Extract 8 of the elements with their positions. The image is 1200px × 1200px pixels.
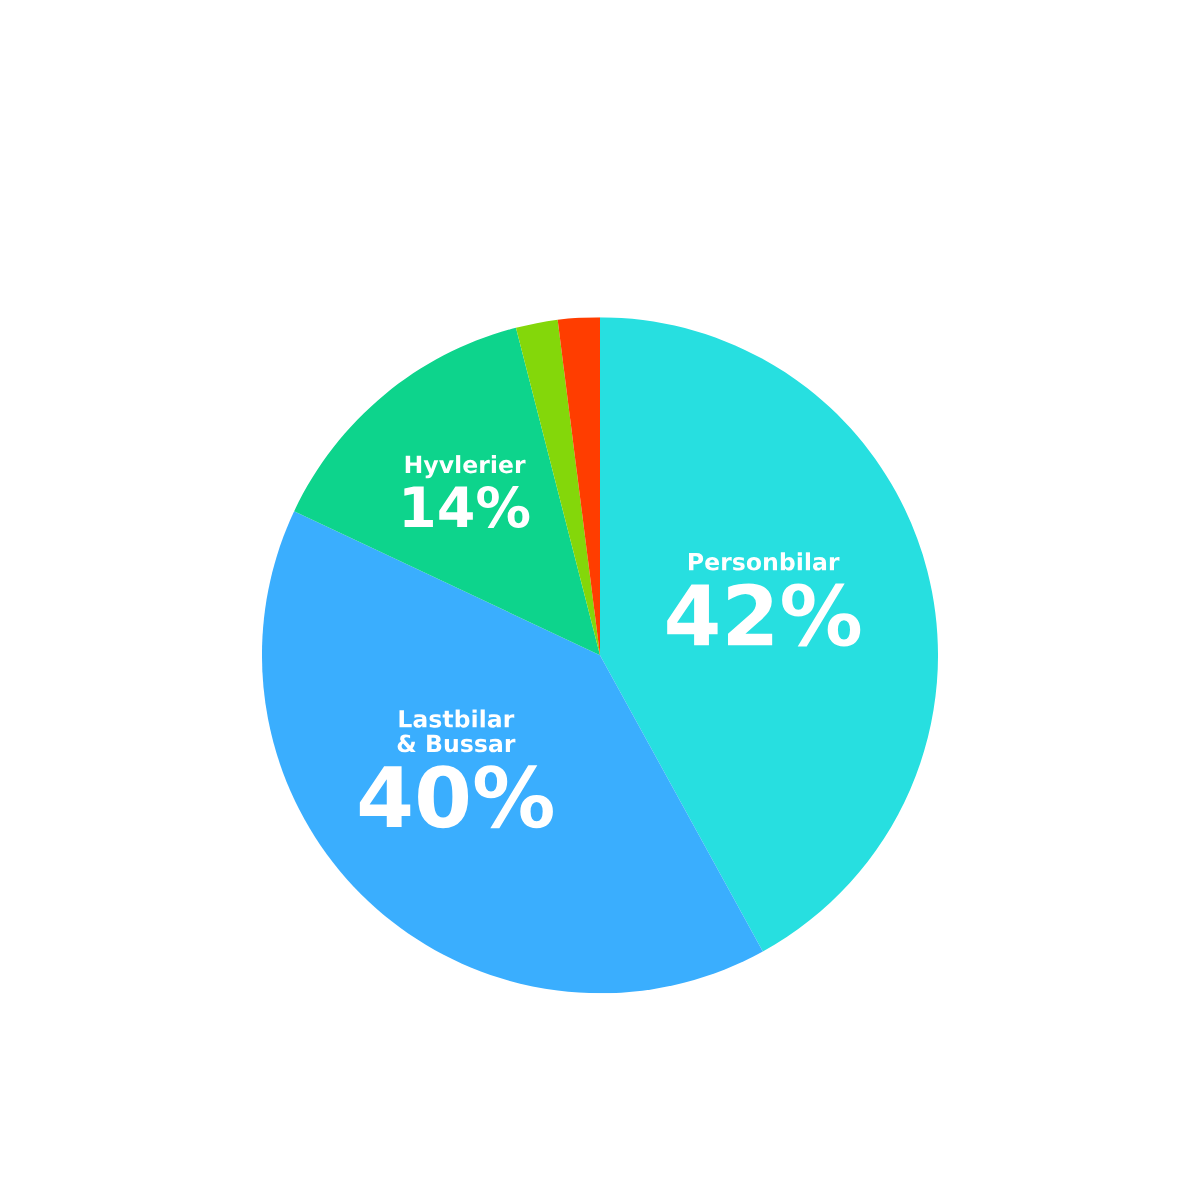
pie-slice xyxy=(600,317,938,952)
pie-slice xyxy=(294,327,600,656)
slice-label: Hyvlerier xyxy=(405,455,526,479)
slice-label: Personbilar xyxy=(688,552,840,571)
slice-label: Lastbilar & Bussar xyxy=(397,709,516,753)
data-label: 42% xyxy=(667,583,861,647)
data-label: 40% xyxy=(359,765,553,829)
data-label: 14% xyxy=(404,485,530,528)
